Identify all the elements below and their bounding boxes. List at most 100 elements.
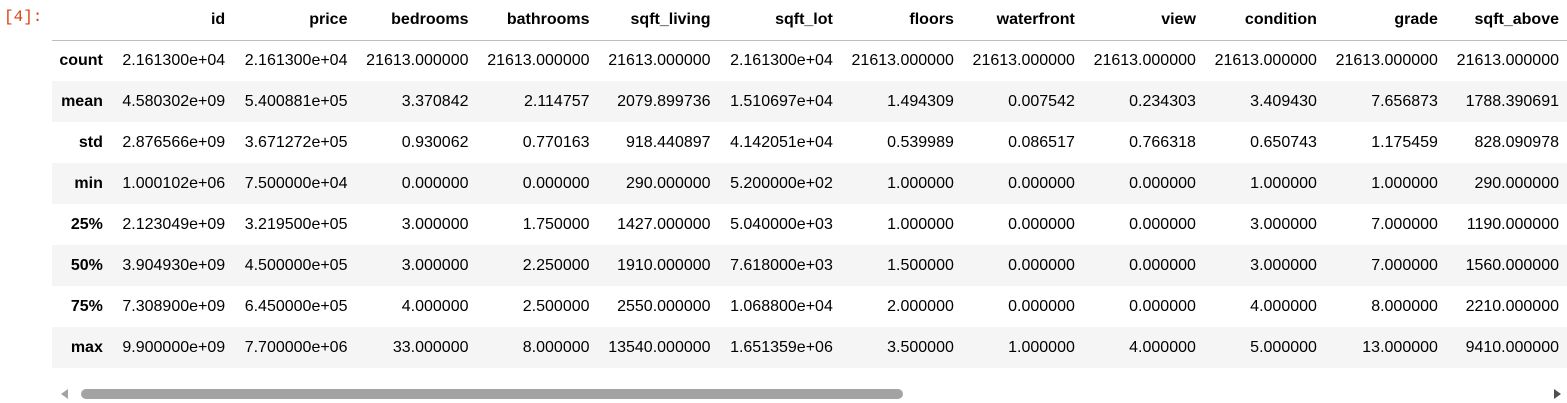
table-cell: 0.000000 bbox=[1129, 215, 1196, 233]
table-cell: 918.440897 bbox=[626, 133, 711, 151]
table-cell: 8.000000 bbox=[522, 338, 590, 356]
column-header-condition: condition bbox=[1203, 0, 1325, 41]
table-cell: 0.770163 bbox=[522, 133, 590, 151]
table-cell: 3.000000 bbox=[401, 215, 469, 233]
table-cell: 4.000000 bbox=[1129, 338, 1196, 356]
table-row: std 2.876566e+09 3.671272e+05 0.930062 0.770… bbox=[52, 122, 1567, 163]
table-cell: 2.161300e+04 bbox=[122, 51, 226, 69]
table-cell: 0.650743 bbox=[1250, 133, 1317, 151]
table-cell: 0.000000 bbox=[1129, 297, 1196, 315]
table-cell: 3.904930e+09 bbox=[122, 256, 226, 274]
describe-table: id price bedrooms bathrooms sqft_living sqft_… bbox=[52, 0, 1567, 368]
table-cell: 5.000000 bbox=[1250, 338, 1317, 356]
table-cell: 9.900000e+09 bbox=[122, 338, 226, 356]
table-cell: 7.656873 bbox=[1371, 92, 1438, 110]
table-cell: 1560.000000 bbox=[1465, 256, 1559, 274]
table-cell: 0.766318 bbox=[1129, 133, 1196, 151]
table-cell: 0.000000 bbox=[1008, 297, 1075, 315]
table-cell: 3.370842 bbox=[401, 92, 469, 110]
table-cell: 1.000102e+06 bbox=[122, 174, 226, 192]
table-row: max 9.900000e+09 7.700000e+06 33.000000 8.00… bbox=[52, 327, 1567, 368]
row-label: 25% bbox=[70, 215, 103, 233]
horizontal-scrollbar[interactable] bbox=[52, 384, 1567, 403]
column-header-bathrooms: bathrooms bbox=[476, 0, 598, 41]
table-cell: 2.500000 bbox=[522, 297, 590, 315]
scroll-right-arrow-icon[interactable] bbox=[1554, 389, 1561, 399]
table-cell: 2079.899736 bbox=[617, 92, 711, 110]
table-cell: 7.000000 bbox=[1371, 256, 1438, 274]
table-cell: 1.510697e+04 bbox=[730, 92, 833, 110]
table-cell: 7.500000e+04 bbox=[244, 174, 348, 192]
column-header-sqft-above: sqft_above bbox=[1445, 0, 1567, 41]
table-cell: 13.000000 bbox=[1362, 338, 1438, 356]
column-header-grade: grade bbox=[1324, 0, 1446, 41]
table-cell: 8.000000 bbox=[1371, 297, 1438, 315]
table-cell: 828.090978 bbox=[1474, 133, 1559, 151]
table-cell: 6.450000e+05 bbox=[244, 297, 348, 315]
table-cell: 1.068800e+04 bbox=[730, 297, 833, 315]
table-cell: 3.500000 bbox=[887, 338, 954, 356]
table-cell: 7.700000e+06 bbox=[244, 338, 348, 356]
table-row: 25% 2.123049e+09 3.219500e+05 3.000000 1.750… bbox=[52, 204, 1567, 245]
scrollbar-thumb[interactable] bbox=[81, 389, 903, 399]
table-cell: 0.539989 bbox=[887, 133, 954, 151]
table-cell: 1.000000 bbox=[1008, 338, 1075, 356]
table-cell: 0.000000 bbox=[401, 174, 469, 192]
cell-execution-count: [4]: bbox=[4, 8, 43, 26]
table-cell: 9410.000000 bbox=[1465, 338, 1559, 356]
table-cell: 1.494309 bbox=[887, 92, 954, 110]
table-cell: 0.000000 bbox=[1129, 174, 1196, 192]
table-cell: 1.000000 bbox=[887, 215, 954, 233]
header-row: id price bedrooms bathrooms sqft_living sqft_… bbox=[52, 0, 1567, 41]
table-cell: 4.000000 bbox=[1250, 297, 1317, 315]
column-header-floors: floors bbox=[840, 0, 962, 41]
table-cell: 4.142051e+04 bbox=[730, 133, 833, 151]
table-cell: 1.651359e+06 bbox=[730, 338, 833, 356]
table-cell: 2210.000000 bbox=[1465, 297, 1559, 315]
table-cell: 3.000000 bbox=[1250, 256, 1317, 274]
table-cell: 33.000000 bbox=[392, 338, 469, 356]
table-cell: 290.000000 bbox=[626, 174, 711, 192]
table-cell: 21613.000000 bbox=[972, 51, 1075, 69]
table-cell: 0.000000 bbox=[522, 174, 590, 192]
column-header-bedrooms: bedrooms bbox=[355, 0, 477, 41]
table-cell: 1788.390691 bbox=[1465, 92, 1559, 110]
row-label: mean bbox=[61, 92, 103, 110]
table-cell: 0.930062 bbox=[401, 133, 469, 151]
table-cell: 21613.000000 bbox=[608, 51, 711, 69]
column-header-sqft-living: sqft_living bbox=[597, 0, 719, 41]
table-cell: 1.750000 bbox=[522, 215, 590, 233]
table-cell: 3.219500e+05 bbox=[244, 215, 348, 233]
column-header-id: id bbox=[110, 0, 234, 41]
row-label: 50% bbox=[70, 256, 103, 274]
row-label: count bbox=[59, 51, 103, 69]
table-cell: 3.409430 bbox=[1250, 92, 1317, 110]
table-cell: 0.000000 bbox=[1008, 174, 1075, 192]
table-cell: 0.086517 bbox=[1008, 133, 1075, 151]
table-cell: 2.114757 bbox=[523, 92, 590, 110]
scroll-left-arrow-icon[interactable] bbox=[61, 389, 68, 399]
table-cell: 4.500000e+05 bbox=[244, 256, 348, 274]
table-cell: 1.000000 bbox=[887, 174, 954, 192]
table-cell: 21613.000000 bbox=[1456, 51, 1559, 69]
dataframe-output: id price bedrooms bathrooms sqft_living sqft_… bbox=[52, 0, 1567, 403]
table-cell: 3.000000 bbox=[1250, 215, 1317, 233]
row-label: min bbox=[74, 174, 103, 192]
table-cell: 5.040000e+03 bbox=[730, 215, 833, 233]
table-cell: 21613.000000 bbox=[366, 51, 469, 69]
table-cell: 290.000000 bbox=[1474, 174, 1559, 192]
table-cell: 1190.000000 bbox=[1466, 215, 1559, 233]
table-cell: 1.000000 bbox=[1250, 174, 1317, 192]
table-cell: 0.007542 bbox=[1008, 92, 1075, 110]
table-cell: 21613.000000 bbox=[1093, 51, 1196, 69]
table-header: id price bedrooms bathrooms sqft_living sqft_… bbox=[52, 0, 1567, 41]
table-cell: 4.580302e+09 bbox=[122, 92, 226, 110]
table-cell: 7.308900e+09 bbox=[122, 297, 226, 315]
column-header-price: price bbox=[233, 0, 356, 41]
table-cell: 2.250000 bbox=[522, 256, 590, 274]
table-cell: 5.200000e+02 bbox=[730, 174, 833, 192]
table-cell: 1.500000 bbox=[887, 256, 954, 274]
column-header-view: view bbox=[1082, 0, 1204, 41]
column-header-waterfront: waterfront bbox=[961, 0, 1083, 41]
table-cell: 2.123049e+09 bbox=[122, 215, 226, 233]
